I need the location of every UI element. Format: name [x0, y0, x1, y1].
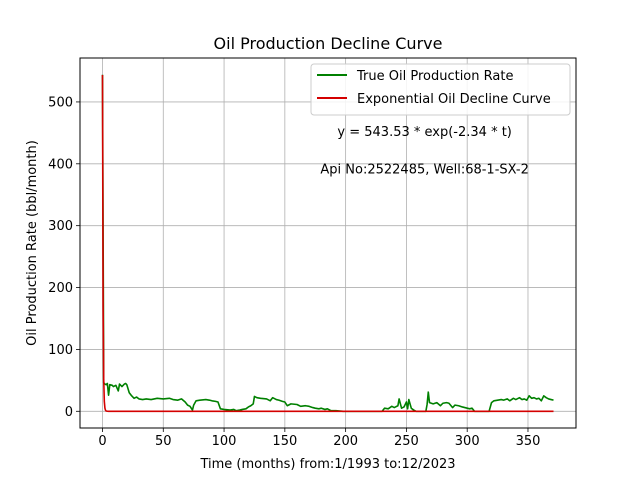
x-tick-label: 250	[394, 434, 419, 449]
y-axis-label: Oil Production Rate (bbl/month)	[25, 140, 40, 346]
true-oil-production-rate-line	[101, 74, 554, 413]
x-tick-label: 0	[98, 434, 106, 449]
series-layer	[101, 74, 554, 413]
x-axis-label: Time (months) from:1/1993 to:12/2023	[199, 457, 455, 472]
fit-equation-annotation: y = 543.53 * exp(-2.34 * t)	[337, 125, 511, 140]
x-tick-label: 350	[516, 434, 541, 449]
chart-title: Oil Production Decline Curve	[214, 34, 443, 53]
x-tick-label: 100	[212, 434, 237, 449]
y-tick-label: 300	[48, 219, 73, 234]
legend-label-true-rate: True Oil Production Rate	[356, 69, 513, 84]
exponential-decline-curve-line	[101, 74, 554, 413]
annotation-layer: y = 543.53 * exp(-2.34 * t) Api No:252248…	[320, 125, 528, 177]
plot-frame	[79, 57, 577, 429]
legend-box	[310, 63, 571, 116]
legend: True Oil Production Rate Exponential Oil…	[310, 63, 571, 116]
y-tick-label: 200	[48, 281, 73, 296]
y-tick-label: 500	[48, 95, 73, 110]
ticks-layer: 0 50 100 150 200 250 300 350 0 100 200 300 400 500	[48, 95, 540, 449]
x-tick-label: 150	[272, 434, 297, 449]
y-tick-label: 0	[65, 405, 73, 420]
x-tick-label: 50	[155, 434, 172, 449]
x-tick-label: 200	[333, 434, 358, 449]
well-info-annotation: Api No:2522485, Well:68-1-SX-2	[320, 162, 528, 177]
x-tick-label: 300	[455, 434, 480, 449]
y-tick-label: 100	[48, 343, 73, 358]
legend-label-exponential-curve: Exponential Oil Decline Curve	[357, 92, 551, 107]
y-tick-label: 400	[48, 157, 73, 172]
